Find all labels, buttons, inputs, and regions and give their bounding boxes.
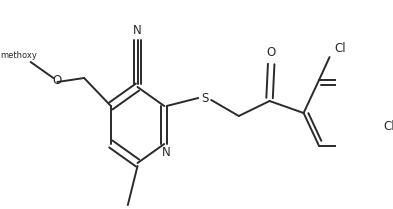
Text: S: S	[201, 92, 208, 104]
Text: Cl: Cl	[334, 42, 346, 55]
Text: O: O	[53, 74, 62, 88]
Text: O: O	[266, 46, 276, 60]
Text: N: N	[133, 23, 142, 37]
Text: methoxy: methoxy	[0, 51, 37, 60]
Text: Cl: Cl	[384, 121, 393, 134]
Text: N: N	[162, 145, 170, 158]
